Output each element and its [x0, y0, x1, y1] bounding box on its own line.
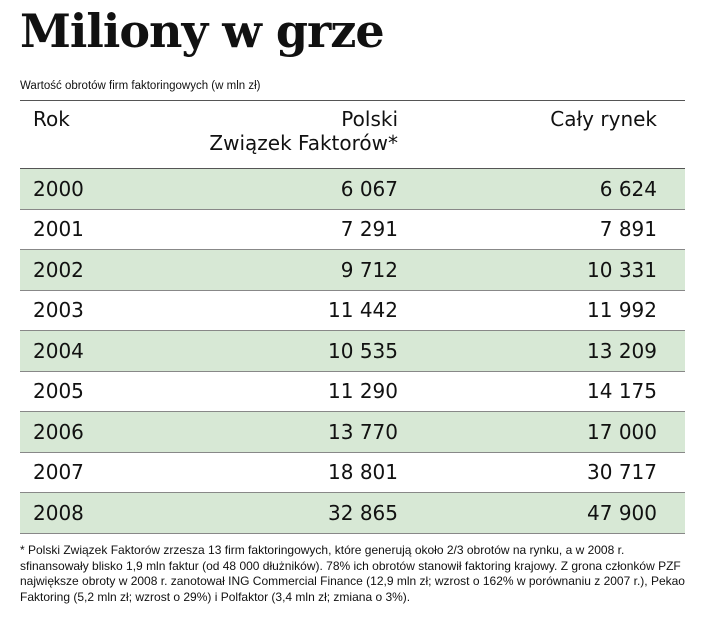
table-cell: 7 891	[398, 209, 685, 250]
table-cell: 6 067	[173, 168, 398, 210]
table-cell: 11 442	[173, 290, 398, 331]
table-cell: 2001	[20, 209, 173, 250]
table-row: 2002 9 712 10 331	[20, 249, 685, 291]
table-cell: 9 712	[173, 249, 398, 291]
table-cell: 2000	[20, 168, 173, 210]
table-cell: 2003	[20, 290, 173, 331]
table-row: 2007 18 801 30 717	[20, 452, 685, 493]
table-row: 2005 11 290 14 175	[20, 371, 685, 412]
table-cell: 2007	[20, 452, 173, 493]
table-row: 2000 6 067 6 624	[20, 168, 685, 210]
table-row: 2004 10 535 13 209	[20, 330, 685, 372]
table-cell: 10 535	[173, 330, 398, 372]
data-table: Rok Polski Związek Faktorów* Cały rynek 2000…	[20, 100, 685, 534]
table-cell: 2006	[20, 411, 173, 453]
table-cell: 32 865	[173, 492, 398, 534]
table-cell: 17 000	[398, 411, 685, 453]
table-cell: 13 209	[398, 330, 685, 372]
table-cell: 6 624	[398, 168, 685, 210]
table-cell: 18 801	[173, 452, 398, 493]
table-row: 2006 13 770 17 000	[20, 411, 685, 453]
table-cell: 2008	[20, 492, 173, 534]
table-cell: 2005	[20, 371, 173, 412]
table-row: 2008 32 865 47 900	[20, 492, 685, 534]
table-cell: 13 770	[173, 411, 398, 453]
table-cell: 30 717	[398, 452, 685, 493]
table-cell: 7 291	[173, 209, 398, 250]
table-row: 2003 11 442 11 992	[20, 290, 685, 331]
column-header: Cały rynek	[398, 100, 685, 169]
table-cell: 10 331	[398, 249, 685, 291]
table-cell: 47 900	[398, 492, 685, 534]
table-cell: 14 175	[398, 371, 685, 412]
column-header: Polski Związek Faktorów*	[173, 100, 398, 169]
subtitle: Wartość obrotów firm faktoringowych (w m…	[20, 80, 261, 92]
table-row: 2001 7 291 7 891	[20, 209, 685, 250]
table-cell: 2004	[20, 330, 173, 372]
table-cell: 11 290	[173, 371, 398, 412]
table-cell: 2002	[20, 249, 173, 291]
column-header-line: Polski	[341, 107, 398, 131]
column-header: Rok	[20, 100, 173, 169]
table-cell: 11 992	[398, 290, 685, 331]
column-header-line: Związek Faktorów*	[209, 131, 398, 155]
title: Miliony w grze	[20, 4, 385, 58]
footnote: * Polski Związek Faktorów zrzesza 13 fir…	[20, 543, 685, 604]
header-row: Rok Polski Związek Faktorów* Cały rynek	[20, 100, 685, 169]
